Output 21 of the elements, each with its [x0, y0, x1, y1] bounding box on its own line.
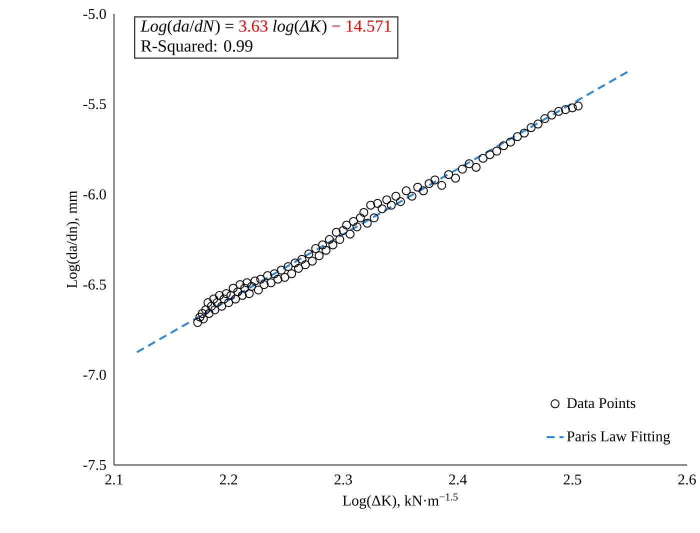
legend-label: Paris Law Fitting — [567, 431, 670, 445]
x-tick-label: 2.4 — [449, 474, 467, 485]
x-tick-label: 2.5 — [564, 474, 582, 485]
y-tick-label: -7.0 — [83, 370, 106, 380]
y-tick-label: -6.5 — [83, 280, 106, 290]
x-tick-label: 2.6 — [678, 474, 696, 485]
y-tick-label: -5.5 — [83, 99, 106, 110]
y-tick-label: -7.5 — [83, 460, 106, 470]
annotation: log(ΔK) — [273, 20, 326, 36]
y-axis-title: Log(da/dn), mm — [66, 190, 80, 288]
y-tick-label: -5.0 — [83, 8, 106, 20]
annotation: 3.63 — [239, 20, 268, 32]
x-tick-label: 2.1 — [105, 474, 122, 485]
annotation: Log(da/dN) = — [140, 20, 234, 36]
x-tick-label: 2.2 — [220, 474, 238, 485]
x-axis-title: Log(ΔK), kN·m$^{−1.5}$ — [342, 493, 458, 509]
y-tick-label: -6.0 — [83, 189, 106, 200]
x-tick-label: 2.3 — [334, 474, 352, 485]
annotation: R-Squared: 0.99 — [141, 40, 252, 56]
legend-label: Data Points — [567, 398, 636, 408]
annotation: − 14.571 — [332, 20, 391, 32]
